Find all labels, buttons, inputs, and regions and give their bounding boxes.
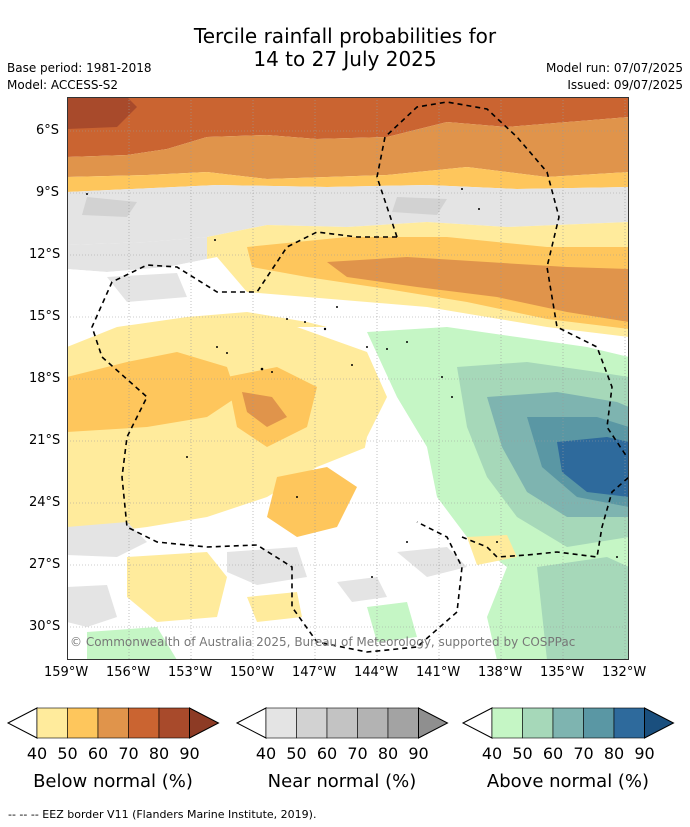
- colorbar-level-label: 90: [634, 744, 655, 763]
- colorbar-segment: [613, 707, 645, 739]
- eez-footer-note: -- -- -- EEZ border V11 (Flanders Marine…: [8, 808, 317, 821]
- colorbar-level-label: 40: [26, 744, 48, 763]
- colorbar-level-label: 90: [408, 744, 429, 763]
- colorbar-segment: [522, 707, 554, 739]
- colorbar-level-label: 80: [148, 744, 170, 763]
- chart-title-line2: 14 to 27 July 2025: [253, 47, 437, 71]
- colorbar-near-normal: [235, 707, 449, 739]
- colorbar-level-label: 60: [316, 744, 338, 763]
- above-normal-title: Above normal (%): [486, 771, 650, 792]
- colorbar-below-normal: [6, 707, 220, 739]
- lat-label: 9°S: [36, 185, 60, 200]
- colorbar-segment: [36, 707, 68, 739]
- colorbar-level-label: 80: [377, 744, 399, 763]
- map-canvas: © Commonwealth of Australia 2025, Bureau…: [67, 97, 629, 660]
- lon-label: 159°W: [44, 665, 89, 680]
- chart-title-line1: Tercile rainfall probabilities for: [193, 24, 497, 48]
- lon-label: 144°W: [354, 665, 399, 680]
- eez-border-marquesas: [376, 101, 628, 458]
- colorbar-segment: [265, 707, 297, 739]
- colorbar-segment: [296, 707, 328, 739]
- colorbar-level-label: 40: [481, 744, 503, 763]
- lon-label: 135°W: [540, 665, 585, 680]
- lon-label: 153°W: [168, 665, 213, 680]
- colorbar-level-label: 50: [57, 744, 78, 763]
- colorbar-max-triangle: [189, 707, 220, 739]
- colorbar-min-triangle: [235, 707, 267, 739]
- rainfall-map: © Commonwealth of Australia 2025, Bureau…: [67, 97, 629, 660]
- colorbar-above-normal: [461, 707, 675, 739]
- colorbar-level-label: 70: [118, 744, 139, 763]
- lat-label: 27°S: [29, 557, 61, 572]
- lon-label: 156°W: [106, 665, 151, 680]
- model-run-text: Model run: 07/07/2025: [545, 61, 683, 75]
- colorbar-segment: [128, 707, 160, 739]
- colorbar-level-label: 90: [179, 744, 200, 763]
- colorbar-level-label: 70: [347, 744, 368, 763]
- colorbar-max-triangle: [418, 707, 449, 739]
- colorbar-level-label: 60: [87, 744, 109, 763]
- colorbar-max-triangle: [644, 707, 675, 739]
- lat-label: 15°S: [29, 309, 61, 324]
- colorbar-level-label: 60: [542, 744, 564, 763]
- lon-label: 150°W: [230, 665, 275, 680]
- colorbar-level-label: 50: [286, 744, 307, 763]
- issued-text: Issued: 09/07/2025: [567, 78, 683, 92]
- colorbar-segment: [491, 707, 523, 739]
- colorbar-segment: [158, 707, 190, 739]
- lon-label: 147°W: [292, 665, 337, 680]
- colorbar-segment: [326, 707, 358, 739]
- colorbar-level-label: 80: [603, 744, 625, 763]
- colorbar-segment: [357, 707, 389, 739]
- lon-label: 132°W: [602, 665, 647, 680]
- lat-label: 24°S: [29, 495, 61, 510]
- colorbars: [6, 707, 675, 739]
- colorbar-min-triangle: [6, 707, 38, 739]
- lat-label: 30°S: [29, 619, 61, 634]
- colorbar-level-label: 50: [512, 744, 533, 763]
- lat-label: 18°S: [29, 371, 61, 386]
- lat-label: 21°S: [29, 433, 61, 448]
- colorbar-level-label: 70: [573, 744, 594, 763]
- copyright-text: © Commonwealth of Australia 2025, Bureau…: [70, 635, 575, 649]
- colorbar-segment: [387, 707, 419, 739]
- colorbar-level-label: 40: [255, 744, 277, 763]
- colorbar-segment: [552, 707, 584, 739]
- lon-label: 141°W: [416, 665, 461, 680]
- base-period-text: Base period: 1981-2018: [7, 61, 152, 75]
- model-text: Model: ACCESS-S2: [7, 78, 119, 92]
- lat-label: 6°S: [36, 123, 60, 138]
- colorbar-segment: [67, 707, 99, 739]
- lon-label: 138°W: [478, 665, 523, 680]
- colorbar-segment: [97, 707, 129, 739]
- colorbar-min-triangle: [461, 707, 493, 739]
- colorbar-segment: [583, 707, 615, 739]
- below-normal-title: Below normal (%): [33, 771, 193, 792]
- near-normal-title: Near normal (%): [267, 771, 417, 792]
- eez-border-west: [91, 231, 463, 653]
- eez-border-south: [461, 476, 629, 558]
- lat-label: 12°S: [29, 247, 61, 262]
